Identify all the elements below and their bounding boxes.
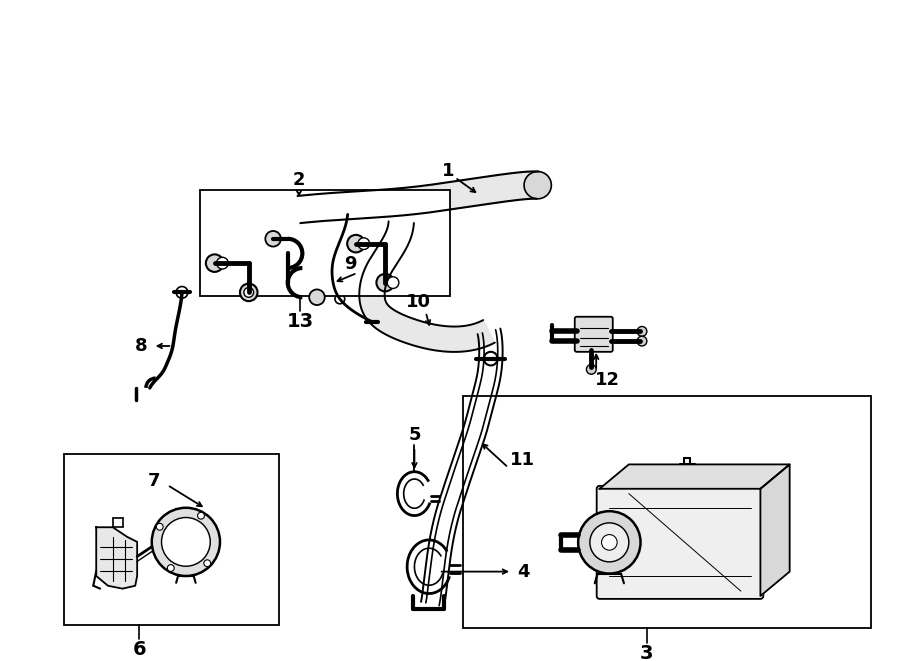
Bar (64, 454, 279, 625)
Circle shape (376, 274, 394, 292)
Circle shape (310, 290, 325, 305)
Text: 10: 10 (406, 293, 431, 311)
Circle shape (198, 512, 204, 519)
Circle shape (347, 235, 365, 253)
Text: 9: 9 (345, 255, 356, 273)
Text: 12: 12 (596, 371, 620, 389)
Circle shape (157, 524, 163, 530)
Polygon shape (760, 465, 789, 596)
Circle shape (334, 239, 344, 249)
Text: 5: 5 (409, 426, 420, 444)
Circle shape (152, 508, 220, 576)
Circle shape (167, 564, 175, 572)
Bar (464, 396, 871, 628)
Circle shape (387, 277, 399, 288)
Text: 8: 8 (135, 337, 148, 355)
Circle shape (484, 352, 498, 366)
Circle shape (637, 327, 647, 336)
Text: 6: 6 (132, 640, 146, 659)
Circle shape (601, 535, 617, 550)
FancyBboxPatch shape (575, 317, 613, 352)
Polygon shape (96, 527, 137, 589)
Text: 7: 7 (148, 473, 160, 490)
Text: 4: 4 (518, 563, 530, 580)
Circle shape (244, 288, 254, 297)
Polygon shape (599, 465, 789, 488)
Circle shape (358, 238, 370, 249)
Circle shape (590, 523, 629, 562)
Circle shape (266, 231, 281, 247)
Circle shape (240, 284, 257, 301)
Polygon shape (298, 171, 539, 223)
Circle shape (282, 192, 317, 227)
Circle shape (176, 286, 188, 298)
Circle shape (203, 560, 211, 566)
Text: 11: 11 (509, 451, 535, 469)
Bar (200, 190, 450, 296)
FancyBboxPatch shape (597, 486, 763, 599)
Text: 2: 2 (292, 171, 305, 189)
Text: 13: 13 (286, 312, 313, 331)
Circle shape (578, 511, 641, 574)
Circle shape (285, 196, 312, 223)
Circle shape (587, 364, 596, 374)
Circle shape (335, 294, 345, 304)
Circle shape (217, 257, 229, 269)
Circle shape (206, 254, 223, 272)
Circle shape (161, 518, 211, 566)
Text: 1: 1 (442, 161, 454, 180)
Polygon shape (359, 221, 495, 352)
Circle shape (524, 171, 552, 199)
Text: 3: 3 (640, 644, 653, 661)
Circle shape (292, 203, 306, 216)
Circle shape (637, 336, 647, 346)
